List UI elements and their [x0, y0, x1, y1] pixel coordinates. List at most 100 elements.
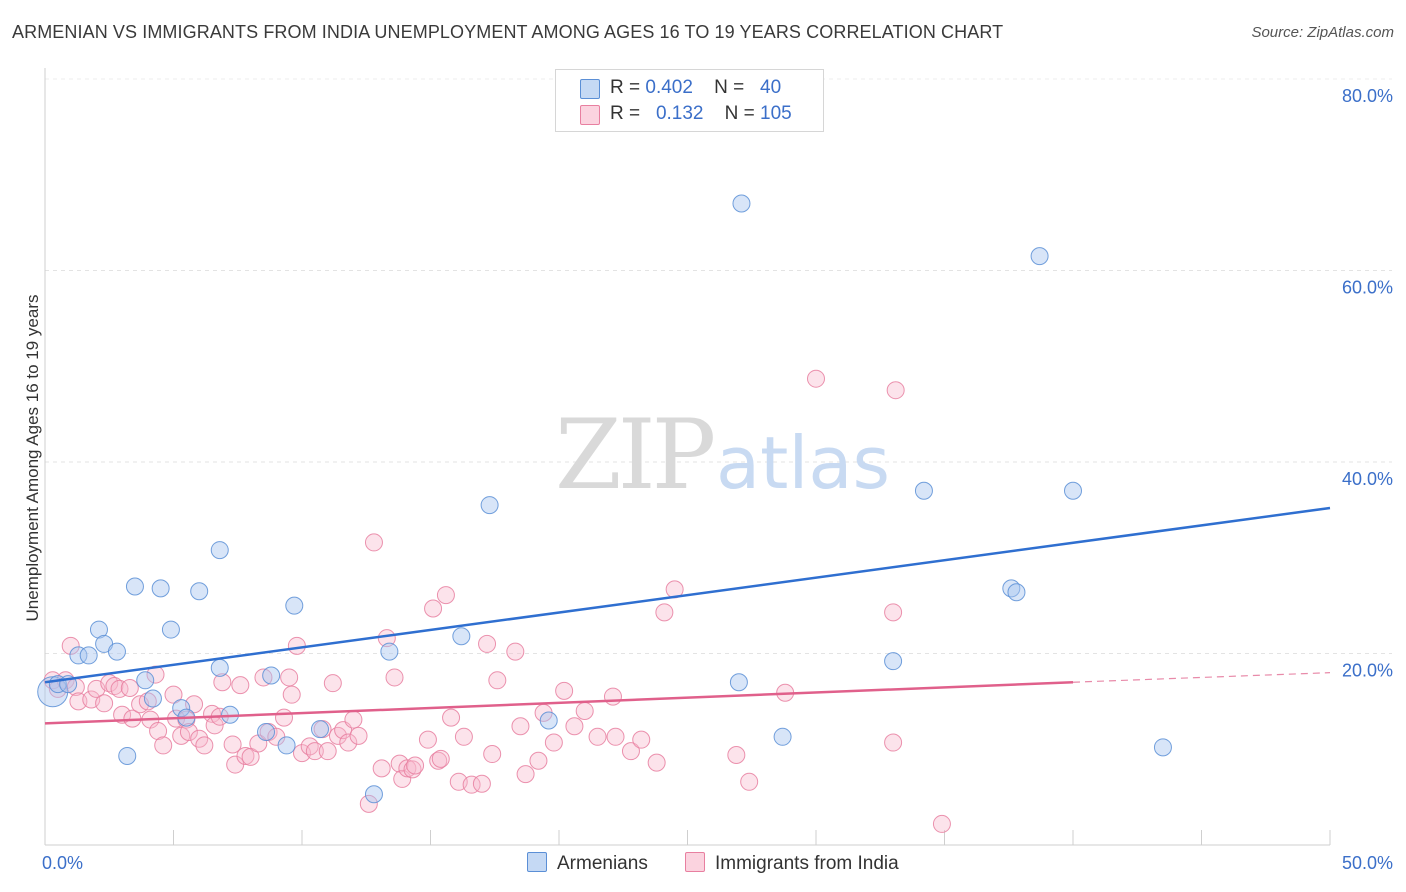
india-point [372, 759, 391, 778]
india-point [483, 745, 502, 764]
india-point [385, 668, 404, 687]
india-point [884, 733, 903, 752]
armenian-point [69, 646, 88, 665]
y-axis-label: Unemployment Among Ages 16 to 19 years [23, 295, 42, 622]
india-point [339, 733, 358, 752]
india-point [344, 710, 363, 729]
armenian-point [79, 646, 98, 665]
india-point [223, 735, 242, 754]
india-point [406, 756, 425, 775]
legend-r-value-india: 0.132 [655, 103, 704, 124]
armenian-point [773, 727, 792, 746]
legend-n-label: N = [724, 103, 755, 124]
legend-n-value-india: 105 [760, 103, 792, 124]
armenian-point [452, 627, 471, 646]
india-point [105, 677, 124, 696]
armenian-point [210, 541, 229, 560]
india-point [565, 717, 584, 736]
bottom-legend-swatch-armenians [527, 852, 547, 872]
legend-swatch-india [580, 105, 600, 125]
india-point [179, 723, 198, 742]
india-point [431, 749, 450, 768]
armenian-point [172, 699, 191, 718]
source-label: Source: ZipAtlas.com [1251, 24, 1394, 41]
india-point [647, 753, 666, 772]
gridlines [45, 78, 1392, 654]
india-point [472, 774, 491, 793]
axes [44, 68, 1331, 846]
armenian-point [257, 723, 276, 742]
india-point [655, 603, 674, 622]
india-point [544, 733, 563, 752]
armenian-point [364, 785, 383, 804]
bottom-legend-swatch-india [685, 852, 705, 872]
tick-labels: 20.0% 40.0% 60.0% 80.0% 0.0% 50.0% [42, 86, 1393, 873]
india-point [241, 747, 260, 766]
chart-title: ARMENIAN VS IMMIGRANTS FROM INDIA UNEMPL… [12, 22, 1004, 42]
armenian-point [914, 481, 933, 500]
india-point [154, 736, 173, 755]
india-point [323, 674, 342, 693]
bottom-legend-armenians: Armenians [527, 852, 648, 875]
armenian-point [161, 620, 180, 639]
india-point [195, 736, 214, 755]
armenian-point [118, 746, 137, 765]
india-point [364, 533, 383, 552]
legend-n-label: N = [714, 77, 745, 98]
india-point [318, 742, 337, 761]
y-tick-label: 80.0% [1342, 86, 1393, 106]
india-point [328, 726, 347, 745]
watermark-atlas: atlas [716, 421, 890, 505]
india-point [454, 727, 473, 746]
armenian-point [310, 720, 329, 739]
y-tick-label: 20.0% [1342, 661, 1393, 681]
india-point [740, 772, 759, 791]
india-point [506, 642, 525, 661]
armenian-point [262, 666, 281, 685]
india-point [254, 668, 273, 687]
india-point [120, 678, 139, 697]
armenian-point [539, 711, 558, 730]
armenian-point [89, 620, 108, 639]
india-point [236, 746, 255, 765]
india-point [287, 636, 306, 655]
armenian-point [884, 652, 903, 671]
india-point [349, 726, 368, 745]
bottom-legend-label-india: Immigrants from India [715, 853, 899, 874]
india-point [516, 765, 535, 784]
india-point [280, 668, 299, 687]
armenian-point [1153, 738, 1172, 757]
india-point [436, 586, 455, 605]
armenian-points [37, 194, 1172, 804]
india-trend-line-extension [1072, 672, 1331, 683]
legend-swatch-armenians [580, 79, 600, 99]
india-point [603, 687, 622, 706]
india-point [95, 694, 114, 713]
armenian-point [136, 671, 155, 690]
india-point [606, 727, 625, 746]
india-point [110, 679, 129, 698]
legend-r-label: R = [610, 103, 641, 124]
india-point [305, 742, 324, 761]
bottom-legend-india: Immigrants from India [685, 852, 899, 875]
india-point [555, 681, 574, 700]
india-point [138, 692, 157, 711]
india-point [213, 673, 232, 692]
x-tick-label-min: 0.0% [42, 853, 83, 873]
india-point [442, 708, 461, 727]
india-point [632, 730, 651, 749]
armenian-point [1030, 247, 1049, 266]
armenian-point [480, 496, 499, 515]
india-point [359, 794, 378, 813]
india-point [807, 369, 825, 388]
india-point [932, 814, 951, 833]
india-point [300, 737, 319, 756]
india-point [462, 775, 481, 794]
india-point [275, 708, 294, 727]
india-point [575, 701, 594, 720]
india-point [429, 751, 448, 770]
india-point [282, 685, 301, 704]
india-trend-line [44, 680, 1074, 725]
india-point [231, 676, 250, 695]
